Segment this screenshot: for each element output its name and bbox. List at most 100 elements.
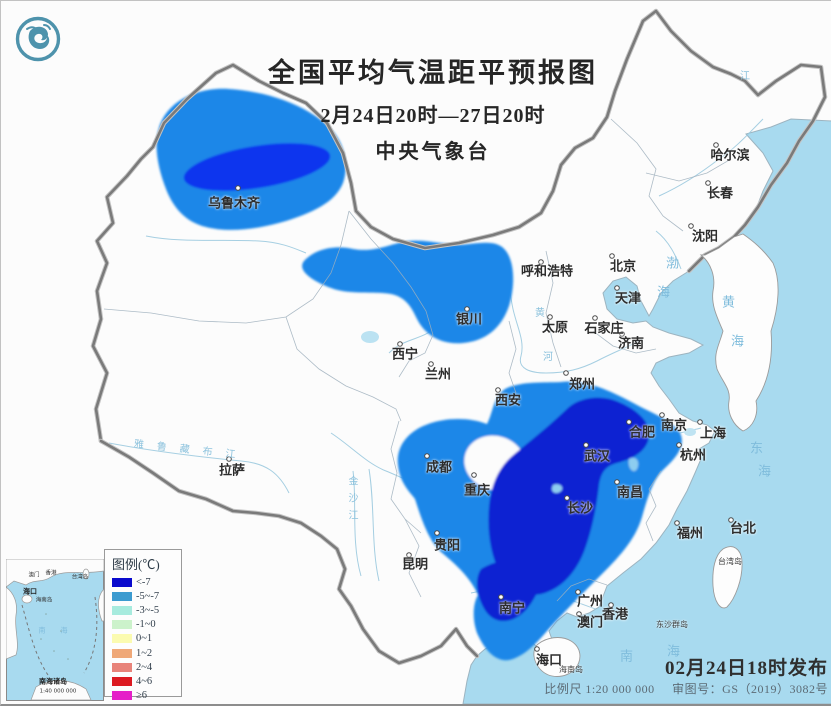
map-label: 河 xyxy=(543,353,553,363)
map-label: 东 xyxy=(750,442,764,455)
legend-item-label: <-7 xyxy=(136,576,151,588)
map-label-text: 沈阳 xyxy=(691,229,719,245)
map-label: 成都 xyxy=(426,462,452,475)
legend-color-swatch xyxy=(112,591,132,601)
map-label: 1:40 000 000 xyxy=(40,689,77,695)
map-label-text: 江 xyxy=(740,71,750,82)
map-label-text: 南海诸岛 xyxy=(39,677,67,686)
legend-item: 4~6 xyxy=(112,674,181,688)
map-label: 呼和浩特 xyxy=(521,266,573,279)
map-label: 东沙群岛 xyxy=(656,621,688,629)
map-label: 南昌 xyxy=(617,487,643,500)
map-label-text: 呼和浩特 xyxy=(520,264,574,280)
map-label-text: 上海 xyxy=(699,426,727,442)
map-label: 台北 xyxy=(730,523,756,536)
legend-item: 1~2 xyxy=(112,646,181,660)
legend-item-label: -3~-5 xyxy=(136,604,160,616)
south-china-sea-inset xyxy=(6,559,104,701)
legend-item: -5~-7 xyxy=(112,589,181,603)
map-label-text: 杭州 xyxy=(679,448,707,464)
map-label-text: 澳门 xyxy=(28,572,40,579)
map-label-text: 黄 xyxy=(721,294,737,310)
map-label-text: 哈尔滨 xyxy=(710,148,750,164)
map-label: 黄 xyxy=(722,296,736,309)
map-label-text: 长春 xyxy=(706,186,734,202)
legend-item-label: 4~6 xyxy=(136,675,153,687)
map-label-text: 南昌 xyxy=(616,485,644,501)
map-label-text: 天津 xyxy=(614,291,642,307)
map-label: 海口 xyxy=(536,655,562,668)
map-label-text: 拉萨 xyxy=(218,463,246,479)
map-label: 台湾岛 xyxy=(718,558,742,566)
map-label: 贵阳 xyxy=(434,540,460,553)
map-label: 黄 xyxy=(535,309,545,319)
map-label-text: 石家庄 xyxy=(584,321,624,337)
map-label: 澳门 xyxy=(577,617,603,630)
map-label-text: 台北 xyxy=(729,521,757,537)
korea-peninsula xyxy=(699,233,779,432)
city-markers xyxy=(226,142,734,652)
map-label-text: 渤 xyxy=(665,255,681,271)
map-label-text: 合肥 xyxy=(628,425,656,441)
map-label: 福州 xyxy=(677,528,703,541)
map-label: 广州 xyxy=(577,596,603,609)
map-label-text: 海 xyxy=(730,333,746,349)
map-label-text: 海南岛 xyxy=(35,597,53,604)
map-label: 上海 xyxy=(700,428,726,441)
map-label: 西安 xyxy=(495,395,521,408)
map-label-text: 贵阳 xyxy=(433,538,461,554)
legend-item: ≥6 xyxy=(112,689,181,703)
map-label: 海 xyxy=(667,645,681,658)
legend-item: 2~4 xyxy=(112,660,181,674)
map-label: 海南岛 xyxy=(559,666,583,674)
map-label-text: 海 xyxy=(60,626,70,635)
map-label-text: 武汉 xyxy=(583,449,611,465)
legend-item-label: 2~4 xyxy=(136,661,153,673)
map-label-text: 银川 xyxy=(455,312,483,328)
map-label-text: 乌鲁木齐 xyxy=(207,196,261,212)
map-label: 南宁 xyxy=(499,603,525,616)
map-label-text: 济南 xyxy=(617,336,645,352)
map-label: 长沙 xyxy=(567,503,593,516)
map-label: 香港 xyxy=(45,571,56,577)
hainan-island xyxy=(533,637,581,677)
map-label: 长春 xyxy=(707,188,733,201)
legend-color-swatch xyxy=(112,691,132,701)
map-label: 海南岛 xyxy=(36,598,53,604)
map-label-text: 长沙 xyxy=(566,501,594,517)
map-label-text: 东沙群岛 xyxy=(656,620,688,629)
map-scale-note: 比例尺 1:20 000 000 审图号：GS（2019）3082号 xyxy=(530,680,828,697)
map-label-text: 香港 xyxy=(601,607,629,623)
map-label: 渤 xyxy=(666,257,680,270)
legend-item-label: -1~0 xyxy=(136,619,156,631)
legend-item-label: -5~-7 xyxy=(136,590,160,602)
province-borders xyxy=(103,118,732,602)
national-border xyxy=(90,8,828,666)
map-label: 海 xyxy=(657,286,671,299)
legend-color-swatch xyxy=(112,648,132,658)
map-label-text: 海 xyxy=(666,643,682,659)
scale-text: 比例尺 1:20 000 000 xyxy=(544,682,655,696)
map-label: 乌鲁木齐 xyxy=(208,198,260,211)
map-label: 西宁 xyxy=(392,349,418,362)
map-label-text: 重庆 xyxy=(463,483,491,499)
map-label-text: 西安 xyxy=(494,393,522,409)
map-agency: 中央气象台 xyxy=(375,141,491,163)
legend-item-label: 0~1 xyxy=(136,633,153,645)
map-label: 金沙江 xyxy=(346,476,357,527)
map-label: 北京 xyxy=(610,261,636,274)
legend-color-swatch xyxy=(112,620,132,630)
map-label: 哈尔滨 xyxy=(710,150,749,163)
map-label-text: 黄 xyxy=(535,308,545,319)
legend-item: <-7 xyxy=(112,575,181,589)
approval-number: 审图号：GS（2019）3082号 xyxy=(672,682,828,696)
map-label: 昆明 xyxy=(402,559,428,572)
map-label: 沈阳 xyxy=(692,231,718,244)
map-label-text: 东 xyxy=(749,440,765,456)
map-label-text: 南 xyxy=(619,648,635,664)
map-label-text: 海口 xyxy=(23,587,37,596)
map-title: 全国平均气温距平预报图 xyxy=(268,58,598,88)
map-label-text: 台湾岛 xyxy=(718,557,742,566)
title-block: 全国平均气温距平预报图 2月24日20时—27日20时 中央气象台 xyxy=(268,51,598,164)
